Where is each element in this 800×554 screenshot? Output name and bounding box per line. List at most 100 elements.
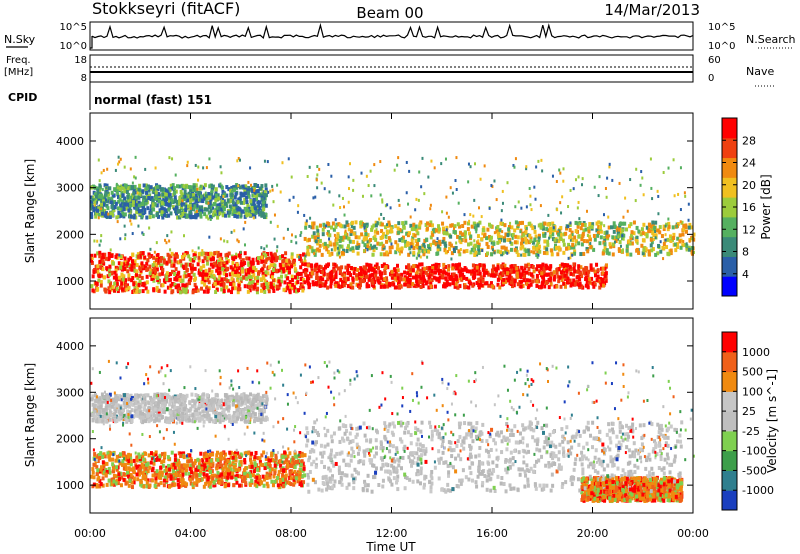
power-cell [301,261,305,266]
power-cell [117,199,121,204]
power-cell [403,239,407,244]
power-cell [481,249,484,253]
power-cell [216,193,220,198]
power-cell [388,250,392,255]
power-cell [418,222,422,227]
power-cell [251,261,255,266]
power-cell [118,197,122,202]
power-cell [361,221,365,226]
power-cell [174,285,178,290]
power-cell [265,244,268,248]
power-cell [481,232,484,236]
power-cell [414,208,417,212]
power-cell [123,256,127,261]
power-cell [113,281,117,286]
power-cell [436,268,440,273]
power-cell [531,279,535,284]
power-cell [220,256,224,261]
power-cell [169,254,173,259]
power-cell [210,183,213,187]
power-cell [473,198,476,202]
velocity-cell [181,467,185,472]
power-cell [238,158,241,162]
power-cell [517,200,520,204]
velocity-cell [345,485,349,490]
power-cell [509,247,513,252]
power-cell [207,192,211,197]
power-cell [297,288,301,293]
power-cell [172,188,176,193]
power-cell [415,256,418,260]
power-cell [504,267,508,272]
power-cell [503,236,507,241]
power-cell [501,221,505,226]
power-cell [543,272,547,277]
power-cell [596,268,600,273]
power-cell [117,214,120,218]
power-cell [257,202,261,207]
power-cell [411,235,415,240]
power-cell [407,264,411,269]
power-cell [230,192,234,197]
power-cell [217,196,221,201]
power-cell [641,251,645,256]
velocity-cell [442,488,446,493]
power-cell [344,265,348,270]
power-cell [551,237,555,242]
power-cell [506,181,509,185]
power-cell [415,279,419,284]
power-cell [586,233,589,237]
power-cell [665,245,669,250]
power-cell [380,222,384,227]
power-cell [162,260,166,265]
power-cell [132,185,136,190]
power-cell [400,272,404,277]
power-cell [244,272,248,277]
power-cell [583,268,587,273]
power-cell [433,270,437,275]
power-cell [157,198,161,203]
velocity-cell [321,454,325,459]
power-cell [573,251,577,256]
power-cell [245,256,249,261]
power-cell [218,274,222,279]
power-cell [489,224,493,229]
power-cell [388,283,392,288]
power-cell [275,286,279,291]
power-cell [500,218,503,222]
power-cell [290,264,294,269]
power-cell [372,248,376,253]
power-cell [390,272,394,277]
power-cell [134,176,137,180]
power-cell [585,239,589,244]
velocity-cell [205,465,209,470]
power-cell [520,272,524,277]
power-cell [509,240,512,244]
power-cell [493,179,496,183]
velocity-cell [298,450,302,455]
velocity-cell [237,474,241,479]
power-cell [527,252,531,257]
power-cell [293,262,297,267]
velocity-cell [627,434,631,439]
power-cell [559,225,563,230]
power-cell [382,262,386,267]
power-cell [184,262,188,267]
power-cell [109,287,113,292]
power-cell [477,277,481,282]
power-cell [445,225,449,230]
velocity-cell [631,453,635,458]
power-cell [523,266,527,271]
power-cell [107,268,111,273]
power-cell [112,193,116,198]
power-cell [257,208,261,213]
power-cell [546,242,550,247]
power-cell [297,271,301,276]
power-cell [233,229,236,233]
power-cell [106,191,110,196]
power-cell [200,208,204,213]
power-cell [421,156,424,160]
power-cell [351,285,355,290]
power-cell [576,224,580,229]
power-cell [104,214,108,219]
